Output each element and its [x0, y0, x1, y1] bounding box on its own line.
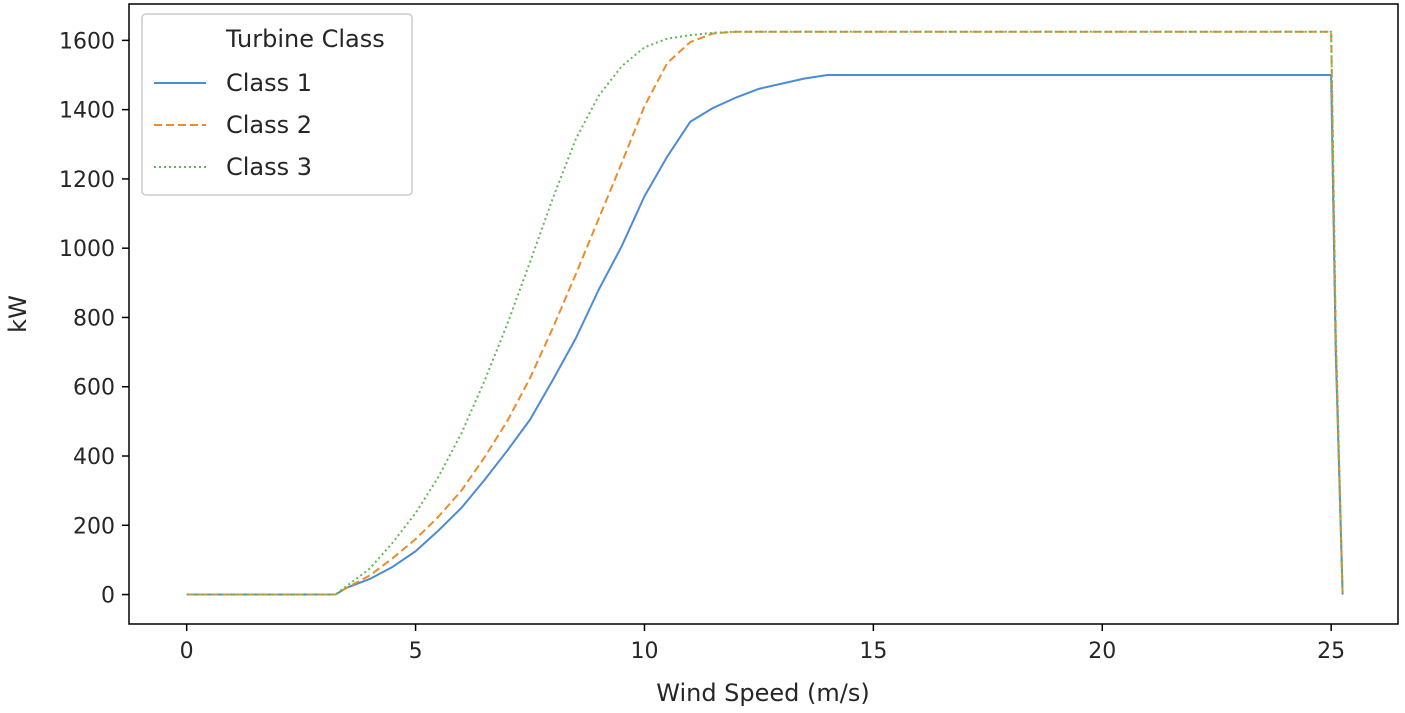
- series-layer: [186, 30, 1344, 596]
- x-tick-label: 25: [1317, 639, 1345, 664]
- y-tick-label: 1000: [59, 237, 115, 262]
- legend-label: Class 3: [226, 153, 312, 181]
- legend-box: [141, 13, 413, 196]
- x-axis-label: Wind Speed (m/s): [656, 679, 870, 707]
- y-tick-label: 600: [73, 376, 115, 401]
- y-tick-label: 1600: [59, 29, 115, 54]
- y-tick-label: 800: [73, 306, 115, 331]
- legend-label: Class 1: [226, 69, 312, 97]
- plot-frame: [128, 3, 1399, 625]
- x-tick-label: 0: [180, 639, 194, 664]
- x-axis: 0 5 10 15 20 25: [180, 624, 1345, 664]
- y-tick-label: 400: [73, 445, 115, 470]
- y-tick-label: 1200: [59, 168, 115, 193]
- y-tick-label: 1400: [59, 99, 115, 124]
- legend: Turbine Class Class 1 Class 2 Class 3: [141, 13, 413, 196]
- series-line-class-3: [186, 30, 1344, 596]
- legend-label: Class 2: [226, 111, 312, 139]
- y-axis-label: kW: [4, 295, 32, 333]
- legend-title: Turbine Class: [225, 25, 385, 53]
- x-tick-label: 10: [630, 639, 658, 664]
- y-tick-label: 200: [73, 514, 115, 539]
- x-tick-label: 5: [409, 639, 423, 664]
- x-tick-label: 15: [859, 639, 887, 664]
- y-axis: 0 200 400 600 800 1000 1200 1400 1600: [59, 29, 129, 609]
- series-line-class-1: [186, 74, 1344, 596]
- x-tick-label: 20: [1088, 639, 1116, 664]
- y-tick-label: 0: [101, 584, 115, 609]
